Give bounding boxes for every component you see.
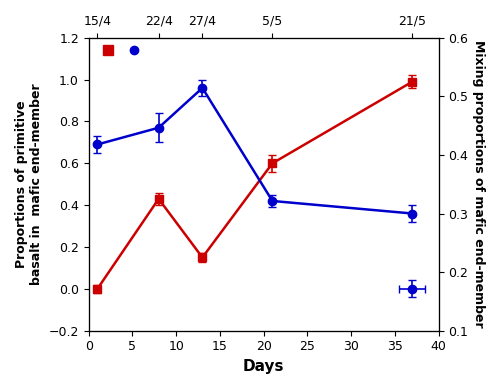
Y-axis label: Mixing proportions of mafic end-member: Mixing proportions of mafic end-member <box>472 40 485 328</box>
X-axis label: Days: Days <box>243 359 284 374</box>
Y-axis label: Proportions of primitive
basalt in  mafic end-member: Proportions of primitive basalt in mafic… <box>15 83 43 285</box>
Legend: , : , <box>92 41 151 60</box>
